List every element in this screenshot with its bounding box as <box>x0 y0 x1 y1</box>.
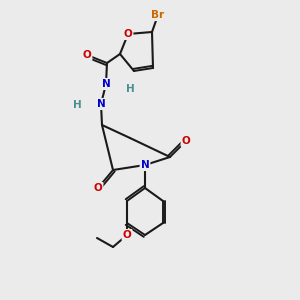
Text: Br: Br <box>152 10 165 20</box>
Text: O: O <box>123 230 131 240</box>
Text: N: N <box>102 79 110 89</box>
Text: H: H <box>126 84 134 94</box>
Text: O: O <box>182 136 190 146</box>
Text: O: O <box>94 183 102 193</box>
Text: O: O <box>124 29 132 39</box>
Text: H: H <box>73 100 81 110</box>
Text: O: O <box>82 50 91 60</box>
Text: N: N <box>141 160 149 170</box>
Text: N: N <box>97 99 105 109</box>
